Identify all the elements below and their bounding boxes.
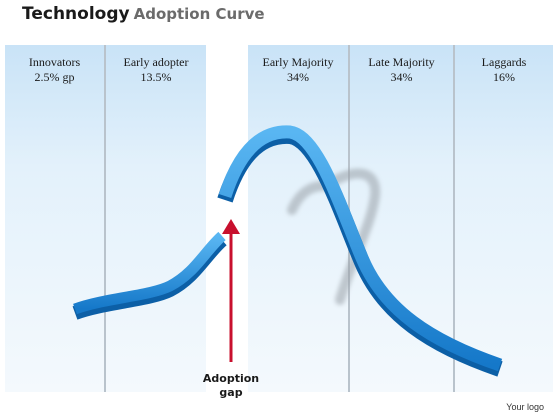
segment-early-majority-value: 34% — [287, 70, 309, 84]
segment-early-adopter-name: Early adopter — [123, 55, 189, 69]
title-light: Adoption Curve — [133, 5, 265, 23]
segment-laggards: Laggards 16% — [455, 55, 553, 85]
logo-text: Your logo — [506, 402, 544, 412]
column-early-majority — [248, 45, 348, 392]
divider-1 — [104, 45, 106, 392]
curve-ribbon-right — [218, 125, 503, 372]
segment-laggards-value: 16% — [493, 70, 515, 84]
segment-late-majority-value: 34% — [390, 70, 413, 84]
divider-3 — [453, 45, 455, 392]
adoption-gap-label-line2: gap — [219, 386, 243, 399]
segment-innovators-name: Innovators — [28, 55, 81, 69]
segment-late-majority-name: Late Majority — [368, 55, 435, 69]
segment-early-adopter-value: 13.5% — [140, 70, 172, 84]
segment-laggards-name: Laggards — [481, 55, 527, 69]
title-bold: Technology — [22, 4, 130, 24]
adoption-gap-arrow-head — [222, 219, 240, 234]
adoption-gap-label-line1: Adoption — [202, 372, 260, 385]
segment-innovators: Innovators 2.5% gp — [5, 55, 104, 85]
page-title: Technology Adoption Curve — [22, 4, 265, 24]
curve-ribbon-left — [73, 231, 226, 315]
segment-early-majority: Early Majority 34% — [248, 55, 348, 85]
segment-early-adopter: Early adopter 13.5% — [106, 55, 206, 85]
adoption-gap-label: Adoption gap — [196, 372, 266, 400]
column-early-adopter — [106, 45, 206, 392]
column-innovators — [5, 45, 104, 392]
segment-late-majority: Late Majority 34% — [350, 55, 453, 85]
column-laggards — [455, 45, 553, 392]
segment-innovators-value: 2.5% gp — [34, 70, 75, 84]
segment-early-majority-name: Early Majority — [262, 55, 334, 69]
